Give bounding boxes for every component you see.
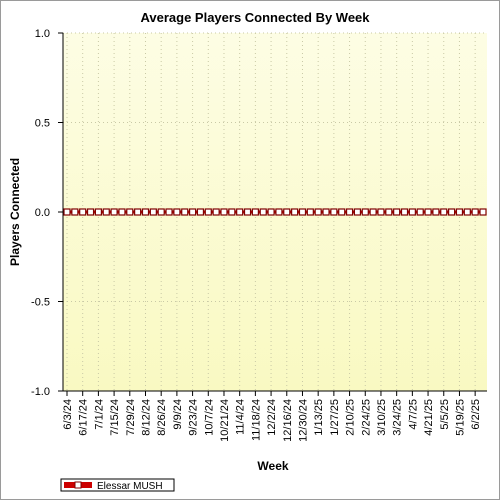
- x-tick-label: 2/24/25: [360, 399, 372, 436]
- data-point: [118, 208, 126, 216]
- legend-label: Elessar MUSH: [97, 481, 163, 492]
- x-tick-label: 1/27/25: [329, 399, 341, 436]
- data-point: [212, 208, 220, 216]
- x-axis-title: Week: [257, 459, 288, 473]
- x-tick-label: 6/2/25: [470, 399, 482, 430]
- x-tick-label: 11/18/24: [250, 399, 262, 441]
- y-tick-label: -1.0: [31, 386, 50, 398]
- data-point: [479, 208, 487, 216]
- data-point: [63, 208, 71, 216]
- legend: Elessar MUSH: [60, 478, 175, 492]
- y-tick-label: -0.5: [31, 297, 50, 309]
- x-tick-label: 7/1/24: [93, 399, 105, 430]
- y-axis-ticks: 1.0 0.5 0.0 -0.5 -1.0: [31, 28, 63, 398]
- data-point: [298, 208, 307, 216]
- data-point: [188, 208, 197, 216]
- x-axis-ticks: 6/3/24 6/17/24 7/1/24 7/15/24 7/29/24 8/12/24…: [62, 391, 482, 442]
- x-tick-label: 10/7/24: [203, 399, 215, 436]
- x-tick-label: 5/19/25: [454, 399, 466, 436]
- data-point: [432, 208, 440, 216]
- x-tick-label: 7/15/24: [109, 399, 121, 436]
- data-point: [86, 208, 95, 216]
- x-tick-label: 8/26/24: [156, 399, 168, 436]
- legend-marker: [74, 481, 82, 489]
- data-point: [196, 208, 205, 216]
- data-point: [110, 208, 118, 216]
- x-tick-label: 12/30/24: [297, 399, 309, 442]
- data-point: [455, 208, 464, 216]
- data-point: [291, 208, 299, 216]
- data-point: [416, 208, 424, 216]
- data-point: [408, 208, 416, 216]
- y-axis-title: Players Connected: [8, 158, 22, 266]
- data-point: [157, 208, 165, 216]
- data-point: [400, 208, 409, 216]
- data-point: [283, 208, 291, 216]
- data-point: [275, 208, 283, 216]
- data-point: [306, 208, 314, 216]
- x-tick-label: 12/2/24: [266, 399, 278, 436]
- x-tick-label: 2/10/25: [345, 399, 357, 436]
- x-tick-label: 3/10/25: [376, 399, 388, 436]
- x-tick-label: 9/9/24: [172, 399, 184, 430]
- data-point: [220, 208, 228, 216]
- data-point: [79, 208, 87, 216]
- data-point: [377, 208, 385, 216]
- x-tick-label: 12/16/24: [282, 399, 294, 442]
- data-point: [314, 208, 322, 216]
- data-point: [330, 208, 338, 216]
- x-tick-label: 10/21/24: [219, 399, 231, 442]
- chart-title: Average Players Connected By Week: [140, 10, 370, 25]
- data-point: [361, 208, 369, 216]
- data-point: [259, 208, 267, 216]
- data-point: [385, 208, 393, 216]
- data-point: [228, 208, 236, 216]
- data-point: [134, 208, 142, 216]
- data-point: [149, 208, 157, 216]
- x-tick-label: 7/29/24: [125, 399, 137, 436]
- x-tick-label: 1/13/25: [313, 399, 325, 436]
- x-tick-label: 8/12/24: [140, 399, 152, 436]
- x-tick-label: 6/17/24: [78, 399, 90, 436]
- data-point: [353, 208, 362, 216]
- x-tick-label: 6/3/24: [62, 399, 74, 430]
- data-point: [424, 208, 432, 216]
- data-point: [94, 208, 102, 216]
- data-point: [448, 208, 456, 216]
- data-point: [204, 208, 212, 216]
- data-point: [243, 208, 252, 216]
- data-point: [165, 208, 173, 216]
- data-point: [440, 208, 448, 216]
- x-tick-label: 4/7/25: [407, 399, 419, 430]
- data-point: [126, 208, 134, 216]
- data-point: [267, 208, 275, 216]
- data-point: [345, 208, 354, 216]
- x-tick-label: 11/4/24: [235, 399, 247, 435]
- y-tick-label: 1.0: [35, 28, 50, 40]
- x-tick-label: 3/24/25: [392, 399, 404, 436]
- data-point: [471, 208, 479, 216]
- y-tick-label: 0.0: [35, 207, 50, 219]
- y-tick-label: 0.5: [35, 118, 50, 130]
- data-point: [251, 208, 259, 216]
- data-point: [369, 208, 377, 216]
- data-point: [236, 208, 244, 216]
- data-point: [141, 208, 150, 216]
- data-point: [102, 208, 110, 216]
- data-point: [181, 208, 189, 216]
- data-point: [338, 208, 346, 216]
- x-tick-label: 5/5/25: [439, 399, 451, 430]
- x-tick-label: 9/23/24: [188, 399, 200, 436]
- series-elessar-mush: [63, 208, 487, 216]
- data-point: [173, 208, 181, 216]
- data-point: [322, 208, 330, 216]
- data-point: [463, 208, 471, 216]
- x-tick-label: 4/21/25: [423, 399, 435, 436]
- data-point: [71, 208, 79, 216]
- data-point: [393, 208, 401, 216]
